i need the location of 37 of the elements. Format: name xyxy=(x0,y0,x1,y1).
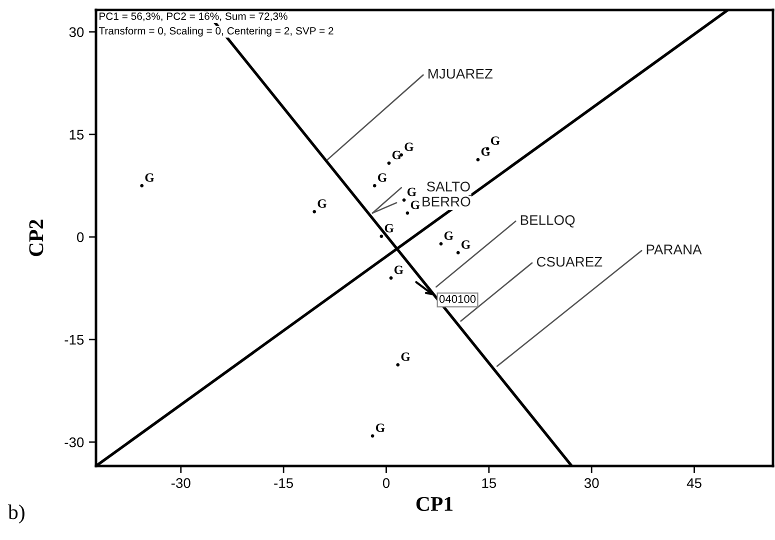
x-axis-title: CP1 xyxy=(416,496,453,511)
y-tick-label: 15 xyxy=(70,130,84,140)
x-tick-label: -15 xyxy=(274,478,294,488)
data-label: G xyxy=(404,142,414,152)
text: b) xyxy=(8,504,24,524)
data-label: G xyxy=(145,173,154,182)
data-label: G xyxy=(378,173,387,182)
annotation: PC1 = 56,3%, PC2 = 16%, Sum = 72,3% xyxy=(100,12,288,22)
series-label: MJUAREZ xyxy=(428,68,493,79)
x-tick-label: 30 xyxy=(584,478,599,488)
data-label: G xyxy=(407,188,416,196)
y-tick-label: -30 xyxy=(64,437,84,448)
data-label: G xyxy=(376,424,385,432)
data-label: G xyxy=(444,231,454,240)
data-label: G xyxy=(392,150,402,160)
y-axis-title: CP2 xyxy=(29,220,44,256)
series-label: BELLOQ xyxy=(520,215,575,228)
y-tick-label: 0 xyxy=(77,232,84,242)
series-label: CSUAREZ xyxy=(536,256,602,267)
data-label: G xyxy=(401,352,410,361)
y-tick-label: -15 xyxy=(64,335,84,345)
series-label: PARANA xyxy=(646,244,702,254)
y-tick-label: 30 xyxy=(69,27,84,38)
data-label: G xyxy=(462,240,470,249)
data-label: G xyxy=(384,224,394,232)
data-label: G xyxy=(490,136,500,145)
data-label: G xyxy=(394,266,404,274)
x-tick-label: 0 xyxy=(382,478,390,488)
series-label: SALTO xyxy=(426,182,470,192)
annotation: 040100 xyxy=(439,295,476,303)
series-label: BERRO xyxy=(422,196,470,207)
annotation: Transform = 0, Scaling = 0, Centering = 2, SVP = 2 xyxy=(98,26,334,37)
x-tick-label: -30 xyxy=(171,478,190,488)
data-label: G xyxy=(318,199,327,208)
x-tick-label: 45 xyxy=(686,478,702,488)
data-label: G xyxy=(410,200,420,210)
x-tick-label: 15 xyxy=(482,478,496,488)
